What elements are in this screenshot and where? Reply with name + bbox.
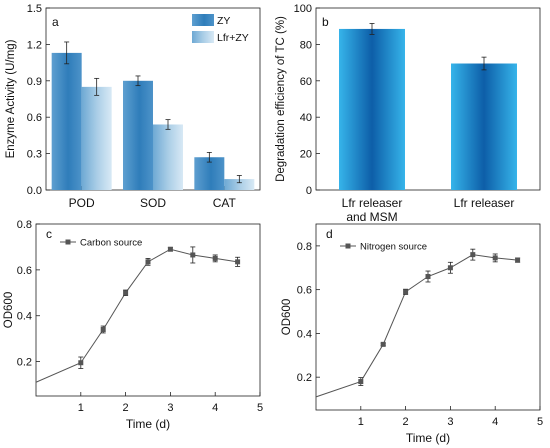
panel-letter-a: a [52,15,59,29]
y-tick-label-a: 1.5 [27,3,42,15]
y-axis-label-a: Enzyme Activity (U/mg) [5,39,17,158]
data-point-c [190,252,196,258]
data-point-c [235,259,241,265]
y-tick-label-b: 0 [306,185,312,197]
bar-zy-cat [194,157,225,190]
data-point-c [212,255,218,261]
legend-label-a: Lfr+ZY [217,32,249,44]
y-tick-label-d: 0.2 [297,372,312,384]
y-axis-label-b: Degradation efficiency of TC (%) [275,16,287,182]
x-tick-label-d: 5 [537,416,543,428]
y-tick-label-c: 0.4 [17,311,32,323]
legend-marker-d [345,243,351,249]
bar-b-0 [339,28,405,191]
x-tick-label-b: Lfr releaser and MSM [342,196,403,224]
x-tick-label-d: 3 [447,416,453,428]
y-axis-label-c: OD600 [3,292,15,328]
y-tick-label-c: 0.6 [17,265,32,277]
x-tick-label-c: 5 [257,402,263,414]
x-tick-label-a: POD [69,196,95,210]
legend-label-c: Carbon source [80,238,142,249]
y-tick-label-a: 0.0 [27,185,42,197]
x-tick-label-line-b: Lfr releaser [342,196,403,210]
y-tick-label-b: 40 [300,112,312,124]
y-tick-label-b: 100 [294,3,312,15]
y-tick-label-a: 1.2 [27,39,42,51]
data-point-c [145,259,151,265]
x-tick-label-d: 4 [492,416,498,428]
y-tick-label-a: 0.3 [27,149,42,161]
plot-frame-b [315,7,541,191]
data-point-c [78,360,84,366]
data-point-d [447,265,453,271]
x-tick-label-a: SOD [140,196,166,210]
y-axis-label-d: OD600 [281,299,293,335]
data-point-c [167,246,173,252]
y-tick-label-d: 0.6 [297,285,312,297]
y-tick-label-b: 20 [300,149,312,161]
legend-marker-c [65,239,71,245]
x-tick-label-d: 2 [403,416,409,428]
y-tick-label-a: 0.6 [27,112,42,124]
panel-letter-c: c [46,227,52,241]
x-tick-label-c: 2 [123,402,129,414]
x-tick-label-line-b: and MSM [346,210,397,224]
y-tick-label-c: 0.8 [17,219,32,231]
plot-frame-c [35,223,261,397]
panel-letter-d: d [326,227,333,241]
bar-zy-sod [123,80,153,190]
y-tick-label-c: 0.2 [17,357,32,369]
y-tick-label-b: 60 [300,76,312,88]
series-line-c [35,248,238,383]
bar-b-1 [451,63,517,191]
y-tick-label-a: 0.9 [27,76,42,88]
data-point-d [492,255,498,261]
x-tick-label-c: 1 [78,402,84,414]
data-point-c [123,290,129,296]
data-point-d [358,379,364,385]
legend-label-a: ZY [217,15,230,27]
bar-lfr-zy-sod [153,124,183,190]
data-point-d [470,252,476,258]
series-line-d [315,254,518,398]
plot-frame-d [315,223,541,411]
data-point-d [425,274,431,280]
y-tick-label-d: 0.8 [297,241,312,253]
panel-letter-b: b [322,15,329,29]
x-tick-label-d: 1 [358,416,364,428]
data-point-d [403,289,409,295]
bar-zy-pod [51,52,82,190]
legend-swatch-a [192,31,214,43]
x-tick-label-a: CAT [213,196,237,210]
data-point-d [380,341,386,347]
x-tick-label-c: 4 [212,402,218,414]
data-point-c [100,326,106,332]
y-tick-label-d: 0.4 [297,328,312,340]
data-point-d [515,257,521,263]
legend-swatch-a [192,14,214,26]
y-tick-label-b: 80 [300,39,312,51]
x-axis-label-d: Time (d) [406,431,450,445]
legend-label-d: Nitrogen source [360,242,427,253]
x-tick-label-line-b: Lfr releaser [454,196,515,210]
bar-lfr-zy-cat [224,179,255,190]
x-tick-label-b: Lfr releaser [454,196,515,210]
bar-lfr-zy-pod [81,86,112,190]
x-axis-label-c: Time (d) [126,417,170,431]
x-tick-label-c: 3 [167,402,173,414]
